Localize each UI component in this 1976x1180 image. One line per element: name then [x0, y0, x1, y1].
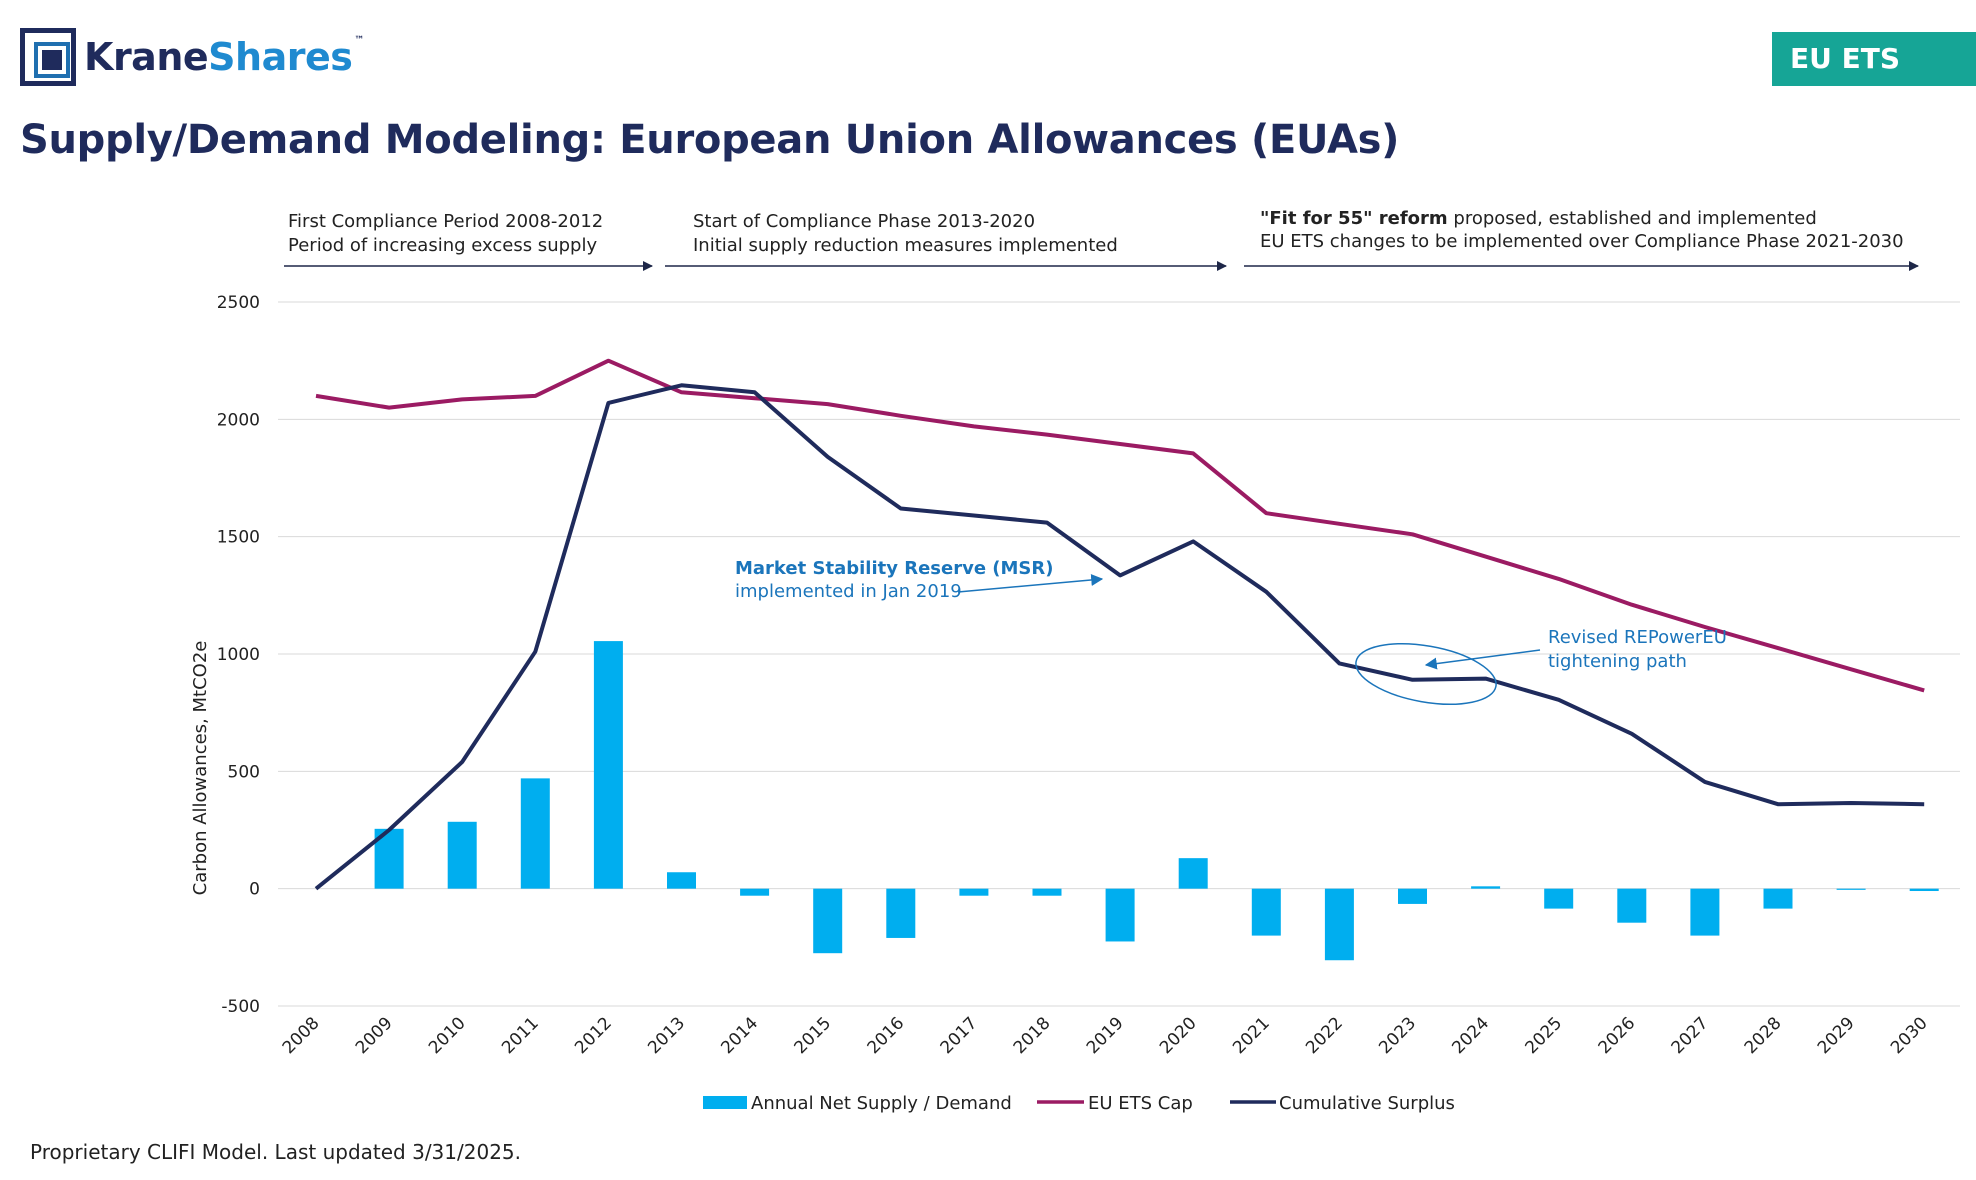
krane-shares-logo: KraneShares ™ — [20, 28, 364, 86]
phase-3-line1-rest: proposed, established and implemented — [1448, 208, 1817, 229]
series-line-eu-ets-cap — [315, 358, 1925, 693]
bar-2011 — [520, 778, 550, 889]
bar-2030 — [1909, 888, 1939, 892]
x-tick-label-2015: 2015 — [791, 1013, 836, 1058]
bars-layer — [374, 641, 1939, 961]
msr-annotation-line1: Market Stability Reserve (MSR) — [735, 558, 1053, 579]
series-line-cumulative-surplus — [314, 383, 1925, 891]
y-tick-label: 1000 — [217, 645, 260, 665]
bar-2015 — [813, 888, 843, 954]
repower-annotation-line2: tightening path — [1548, 651, 1687, 672]
bar-2014 — [740, 888, 770, 896]
bar-2024 — [1471, 886, 1501, 889]
x-tick-label-2022: 2022 — [1302, 1013, 1347, 1058]
logo-trademark: ™ — [354, 35, 364, 46]
x-tick-label-2021: 2021 — [1229, 1013, 1274, 1058]
x-tick-label-2027: 2027 — [1668, 1013, 1713, 1058]
x-tick-label-2020: 2020 — [1156, 1013, 1201, 1058]
legend-label-net-supply: Annual Net Supply / Demand — [751, 1093, 1012, 1114]
logo-text-part2: Shares — [208, 35, 353, 79]
phase-3-line2: EU ETS changes to be implemented over Co… — [1260, 231, 1904, 252]
x-tick-label-2029: 2029 — [1814, 1013, 1859, 1058]
bar-2022 — [1324, 888, 1354, 961]
bar-2012 — [593, 641, 623, 889]
x-tick-label-2012: 2012 — [571, 1013, 616, 1058]
x-tick-label-2024: 2024 — [1448, 1013, 1493, 1058]
bar-2023 — [1398, 888, 1427, 904]
x-tick-layer: 2008 2009 2010 2011 2012 2013 2014 2015 2016 2017… — [279, 1013, 1932, 1058]
repower-annotation-line1: Revised REPowerEU — [1548, 627, 1727, 648]
bar-2010 — [447, 821, 477, 889]
y-axis-title: Carbon Allowances, MtCO2e — [190, 641, 211, 896]
x-tick-label-2009: 2009 — [352, 1013, 397, 1058]
x-tick-label-2011: 2011 — [498, 1013, 543, 1058]
bar-2019 — [1105, 888, 1135, 942]
x-tick-label-2026: 2026 — [1595, 1013, 1640, 1058]
lines-layer — [314, 358, 1925, 891]
phase-2-line1: Start of Compliance Phase 2013-2020 — [693, 211, 1035, 232]
bar-2026 — [1617, 888, 1647, 923]
legend-label-cumulative: Cumulative Surplus — [1279, 1093, 1455, 1114]
x-tick-label-2010: 2010 — [425, 1013, 470, 1058]
logo-text: KraneShares ™ — [84, 35, 364, 79]
phase-3-line1: "Fit for 55" reform proposed, establishe… — [1260, 208, 1817, 229]
bar-2029 — [1836, 888, 1866, 890]
bar-2028 — [1763, 888, 1793, 909]
phase-1-line1: First Compliance Period 2008-2012 — [288, 211, 603, 232]
bar-2016 — [886, 888, 916, 938]
logo-text-part1: Krane — [84, 35, 209, 79]
repower-highlight-ellipse — [1355, 643, 1497, 705]
y-tick-label: 1500 — [217, 528, 260, 548]
x-tick-label-2028: 2028 — [1741, 1013, 1786, 1058]
y-tick-label: 500 — [228, 762, 260, 782]
page-title: Supply/Demand Modeling: European Union A… — [20, 117, 1400, 163]
bar-2021 — [1251, 888, 1281, 936]
footnote: Proprietary CLIFI Model. Last updated 3/… — [30, 1140, 521, 1164]
x-tick-label-2023: 2023 — [1375, 1013, 1420, 1058]
phase-2-line2: Initial supply reduction measures implem… — [693, 235, 1118, 256]
bar-2017 — [959, 888, 989, 896]
bar-2025 — [1544, 888, 1574, 909]
eu-ets-badge: EU ETS — [1772, 32, 1976, 86]
x-tick-label-2017: 2017 — [937, 1013, 982, 1058]
legend-label-cap: EU ETS Cap — [1088, 1093, 1193, 1114]
x-tick-label-2025: 2025 — [1521, 1013, 1566, 1058]
grid-layer: -500 0 500 1000 1500 2000 2500 — [217, 293, 1960, 1017]
x-tick-label-2014: 2014 — [717, 1013, 762, 1058]
bar-2018 — [1032, 888, 1062, 896]
logo-mark-icon — [20, 28, 76, 86]
bar-2020 — [1178, 858, 1208, 889]
x-tick-label-2018: 2018 — [1010, 1013, 1055, 1058]
legend-swatch-net-supply — [703, 1096, 747, 1109]
repower-annotation-arrow — [1424, 649, 1541, 670]
x-tick-label-2030: 2030 — [1887, 1013, 1932, 1058]
y-tick-label: 2000 — [217, 410, 260, 430]
x-tick-label-2019: 2019 — [1083, 1013, 1128, 1058]
x-tick-label-2013: 2013 — [644, 1013, 689, 1058]
supply-demand-chart: First Compliance Period 2008-2012 Period… — [190, 208, 1960, 1114]
bar-2013 — [667, 872, 696, 889]
y-tick-label: 2500 — [217, 293, 260, 313]
bar-2027 — [1690, 888, 1720, 936]
phase-3-line1-bold: "Fit for 55" reform — [1260, 208, 1448, 229]
y-tick-label: 0 — [249, 880, 260, 900]
x-tick-label-2016: 2016 — [864, 1013, 909, 1058]
x-tick-label-2008: 2008 — [279, 1013, 324, 1058]
y-tick-label: -500 — [221, 997, 260, 1017]
msr-annotation-arrow — [957, 573, 1104, 593]
msr-annotation-line2: implemented in Jan 2019 — [735, 581, 962, 602]
phase-1-line2: Period of increasing excess supply — [288, 235, 597, 256]
